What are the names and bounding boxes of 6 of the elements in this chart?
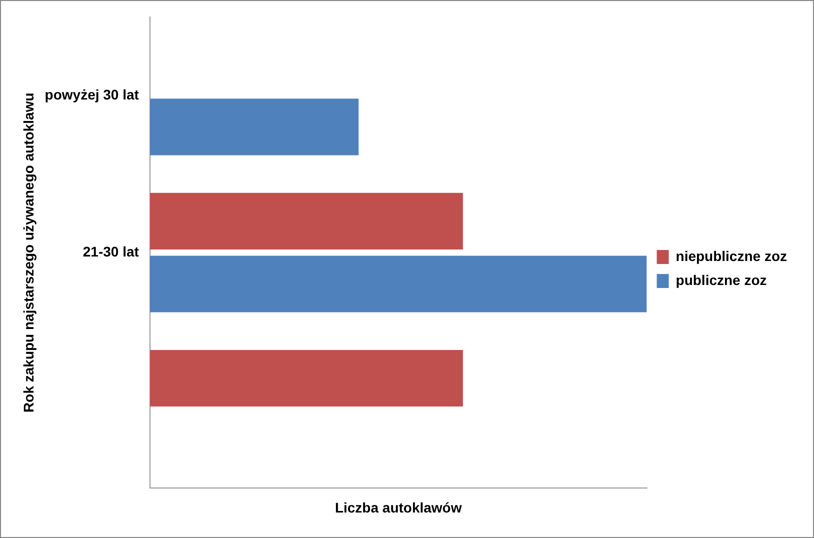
y-tick-label: powyżej 30 lat: [44, 86, 140, 102]
x-axis-title: Liczba autoklawów: [334, 499, 462, 516]
y-axis-title: Rok zakupu najstarszego używanego autoklawu: [20, 92, 36, 412]
legend-label: publiczne zoz: [676, 272, 767, 288]
y-tick-label: 21-30 lat: [82, 243, 140, 260]
legend-label: niepubliczne zoz: [676, 248, 788, 264]
